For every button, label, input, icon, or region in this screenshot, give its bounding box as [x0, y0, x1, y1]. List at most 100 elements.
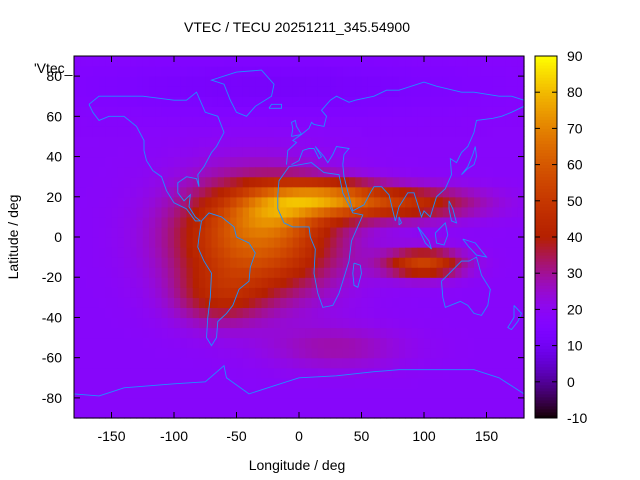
colorbar-tick-label: 20	[567, 301, 583, 317]
colorbar-step	[535, 107, 557, 111]
heatmap-cell	[374, 76, 381, 87]
colorbar-step	[535, 137, 557, 141]
heatmap-cell	[124, 126, 131, 138]
heatmap-cell	[255, 247, 263, 258]
heatmap-cell	[86, 397, 94, 409]
heatmap-cell	[324, 357, 331, 369]
heatmap-cell	[124, 377, 131, 389]
heatmap-cell	[349, 277, 356, 288]
heatmap-cell	[124, 166, 131, 178]
heatmap-cell	[124, 267, 131, 278]
heatmap-cell	[492, 176, 500, 188]
heatmap-cell	[386, 176, 394, 188]
heatmap-cell	[174, 247, 181, 258]
heatmap-cell	[249, 146, 256, 158]
heatmap-cell	[255, 126, 263, 138]
heatmap-cell	[505, 297, 513, 308]
heatmap-cell	[324, 96, 331, 107]
heatmap-cell	[192, 237, 200, 248]
heatmap-cell	[211, 247, 219, 258]
heatmap-cell	[124, 226, 131, 238]
heatmap-cell	[342, 126, 350, 138]
heatmap-cell	[467, 297, 475, 308]
heatmap-cell	[230, 166, 238, 178]
heatmap-cell	[517, 337, 525, 349]
heatmap-cell	[367, 156, 375, 168]
heatmap-cell	[242, 76, 250, 87]
heatmap-cell	[136, 186, 144, 198]
heatmap-cell	[449, 237, 456, 248]
heatmap-cell	[117, 337, 125, 349]
heatmap-cell	[499, 86, 506, 97]
heatmap-cell	[261, 367, 269, 379]
heatmap-cell	[392, 146, 400, 158]
heatmap-cell	[517, 237, 525, 248]
heatmap-cell	[417, 206, 425, 218]
heatmap-cell	[292, 126, 300, 138]
heatmap-cell	[299, 136, 306, 148]
heatmap-cell	[386, 226, 394, 238]
heatmap-cell	[105, 267, 113, 278]
heatmap-cell	[111, 86, 119, 97]
heatmap-cell	[236, 156, 244, 168]
heatmap-cell	[380, 116, 388, 127]
heatmap-cell	[311, 307, 319, 319]
heatmap-cell	[349, 126, 356, 138]
heatmap-cell	[142, 56, 150, 67]
heatmap-cell	[474, 116, 481, 127]
y-tick-label: 40	[46, 149, 62, 165]
heatmap-cell	[149, 216, 156, 228]
heatmap-cell	[280, 277, 288, 288]
heatmap-cell	[349, 397, 356, 409]
heatmap-cell	[311, 176, 319, 188]
heatmap-cell	[499, 317, 506, 329]
heatmap-cell	[386, 116, 394, 127]
heatmap-cell	[436, 86, 444, 97]
heatmap-cell	[230, 337, 238, 349]
colorbar-step	[535, 176, 557, 181]
heatmap-cell	[174, 206, 181, 218]
heatmap-cell	[199, 247, 206, 258]
heatmap-cell	[374, 267, 381, 278]
heatmap-cell	[436, 267, 444, 278]
heatmap-cell	[324, 277, 331, 288]
heatmap-cell	[342, 407, 350, 419]
heatmap-cell	[324, 377, 331, 389]
heatmap-cell	[136, 156, 144, 168]
heatmap-cell	[192, 226, 200, 238]
heatmap-cell	[417, 287, 425, 298]
iceland-coast	[268, 103, 282, 109]
heatmap-cell	[267, 257, 275, 268]
heatmap-cell	[486, 327, 494, 339]
heatmap-cell	[461, 186, 469, 198]
heatmap-cell	[286, 126, 294, 138]
heatmap-cell	[205, 166, 213, 178]
heatmap-cell	[180, 226, 188, 238]
heatmap-cell	[74, 56, 81, 67]
heatmap-cell	[236, 277, 244, 288]
heatmap-cell	[299, 347, 306, 359]
heatmap-cell	[99, 307, 106, 319]
heatmap-cell	[186, 216, 194, 228]
heatmap-cell	[317, 96, 325, 107]
heatmap-cell	[430, 357, 438, 369]
heatmap-cell	[417, 337, 425, 349]
heatmap-cell	[517, 56, 525, 67]
heatmap-cell	[99, 247, 106, 258]
heatmap-cell	[299, 277, 306, 288]
heatmap-cell	[161, 327, 169, 339]
heatmap-cell	[149, 347, 156, 359]
heatmap-cell	[286, 247, 294, 258]
heatmap-cell	[436, 287, 444, 298]
colorbar-step	[535, 264, 557, 268]
heatmap-cell	[424, 136, 431, 148]
heatmap-cell	[242, 206, 250, 218]
heatmap-cell	[392, 247, 400, 258]
heatmap-cell	[474, 237, 481, 248]
heatmap-cell	[242, 277, 250, 288]
heatmap-cell	[174, 226, 181, 238]
heatmap-cell	[192, 216, 200, 228]
heatmap-cell	[324, 226, 331, 238]
heatmap-cell	[261, 136, 269, 148]
heatmap-cell	[305, 96, 313, 107]
